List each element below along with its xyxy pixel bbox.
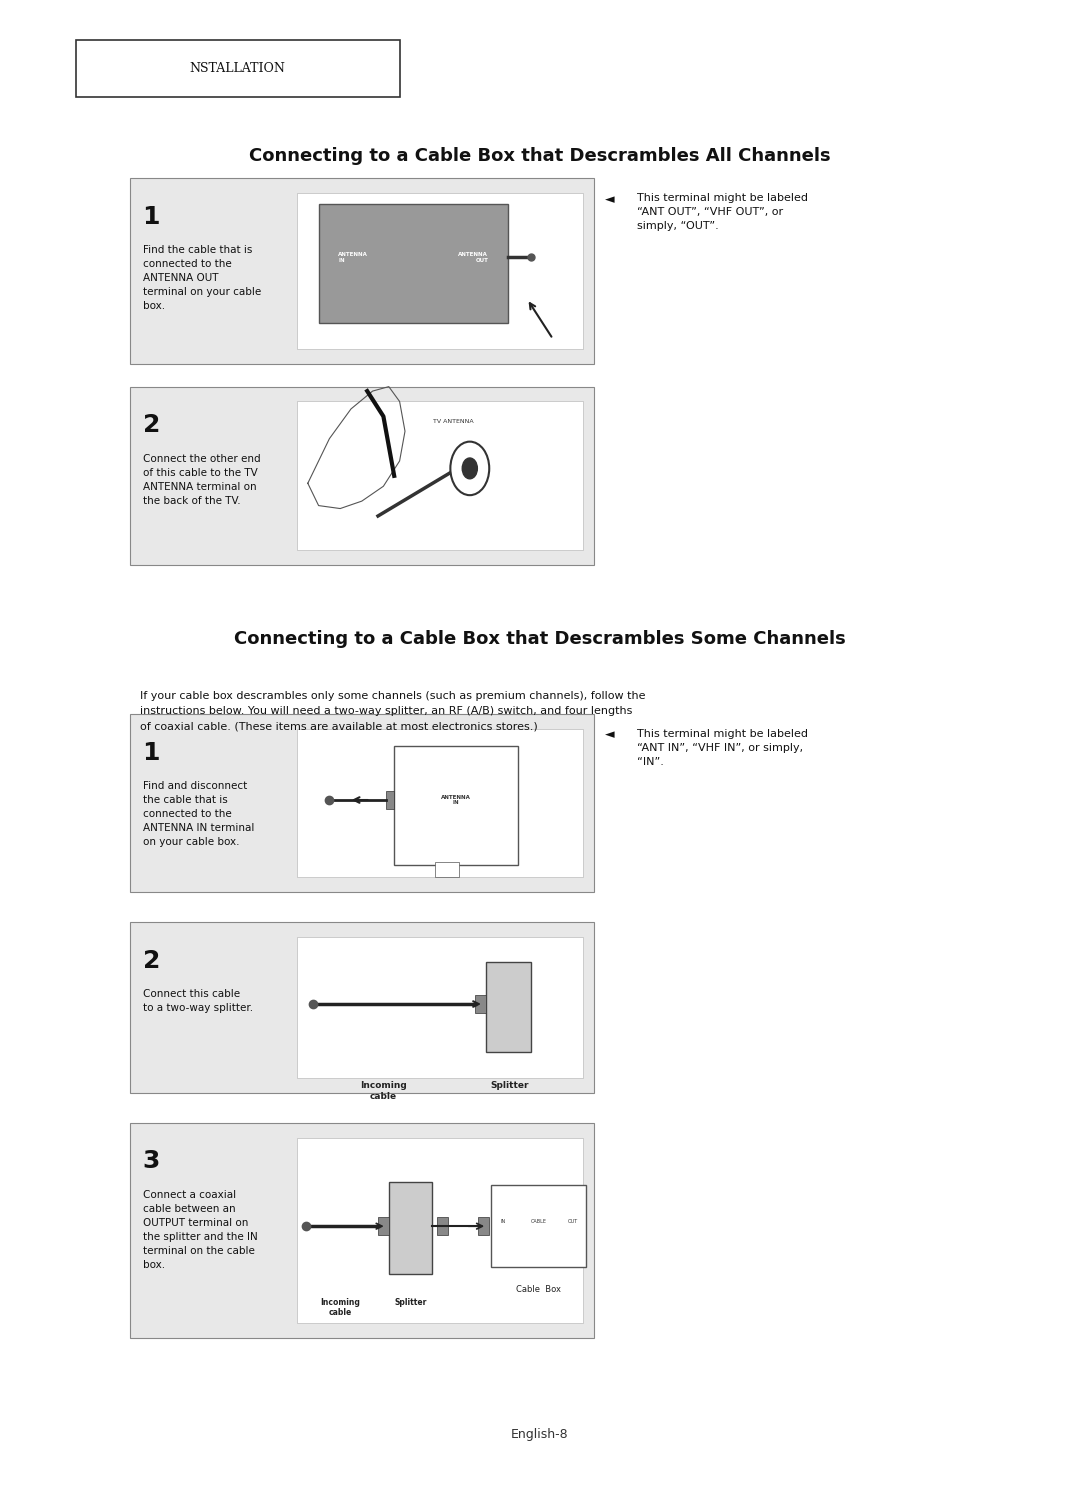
Text: English-8: English-8 — [511, 1429, 569, 1441]
Bar — [297, 193, 583, 349]
Text: 1: 1 — [143, 741, 160, 764]
Text: Connect a coaxial
cable between an
OUTPUT terminal on
the splitter and the IN
te: Connect a coaxial cable between an OUTPU… — [143, 1190, 257, 1270]
Bar — [319, 204, 508, 323]
Text: Connect this cable
to a two-way splitter.: Connect this cable to a two-way splitter… — [143, 989, 253, 1013]
Bar — [130, 387, 594, 565]
Bar — [297, 1138, 583, 1323]
Circle shape — [462, 458, 477, 479]
Bar — [76, 40, 400, 97]
Text: OUT: OUT — [568, 1219, 578, 1224]
Bar — [491, 1185, 586, 1267]
Bar — [130, 1123, 594, 1338]
Bar — [297, 937, 583, 1078]
Bar — [297, 401, 583, 550]
Text: Connect the other end
of this cable to the TV
ANTENNA terminal on
the back of th: Connect the other end of this cable to t… — [143, 454, 260, 506]
Bar — [475, 995, 486, 1013]
Bar — [130, 922, 594, 1093]
Text: This terminal might be labeled
“ANT IN”, “VHF IN”, or simply,
“IN”.: This terminal might be labeled “ANT IN”,… — [637, 729, 808, 767]
Text: Connecting to a Cable Box that Descrambles All Channels: Connecting to a Cable Box that Descrambl… — [249, 147, 831, 165]
Bar — [478, 1218, 489, 1236]
Bar — [437, 1218, 448, 1236]
Bar — [130, 178, 594, 364]
Text: 3: 3 — [143, 1149, 160, 1173]
Text: TV ANTENNA: TV ANTENNA — [433, 419, 474, 424]
Text: This terminal might be labeled
“ANT OUT”, “VHF OUT”, or
simply, “OUT”.: This terminal might be labeled “ANT OUT”… — [637, 193, 808, 232]
Text: 1: 1 — [143, 205, 160, 229]
Text: Cable  Box: Cable Box — [516, 1285, 562, 1294]
Text: Splitter: Splitter — [490, 1081, 529, 1090]
Text: Find and disconnect
the cable that is
connected to the
ANTENNA IN terminal
on yo: Find and disconnect the cable that is co… — [143, 781, 254, 846]
Text: Connecting to a Cable Box that Descrambles Some Channels: Connecting to a Cable Box that Descrambl… — [234, 630, 846, 648]
Text: ◄: ◄ — [605, 729, 615, 742]
Bar — [130, 714, 594, 892]
Bar — [378, 1218, 389, 1236]
Text: IN: IN — [500, 1219, 505, 1224]
Bar — [297, 729, 583, 877]
Text: If your cable box descrambles only some channels (such as premium channels), fol: If your cable box descrambles only some … — [140, 691, 646, 732]
Bar — [486, 962, 531, 1051]
Text: ANTENNA
OUT: ANTENNA OUT — [458, 251, 488, 263]
Circle shape — [450, 442, 489, 495]
Bar — [435, 862, 459, 877]
Text: Splitter: Splitter — [394, 1298, 427, 1307]
Bar — [394, 746, 518, 865]
Text: 2: 2 — [143, 949, 160, 972]
Text: Incoming
cable: Incoming cable — [321, 1298, 360, 1317]
Bar — [386, 791, 394, 809]
Text: ANTENNA
IN: ANTENNA IN — [338, 251, 368, 263]
Text: ANTENNA
IN: ANTENNA IN — [442, 794, 471, 806]
Text: Find the cable that is
connected to the
ANTENNA OUT
terminal on your cable
box.: Find the cable that is connected to the … — [143, 245, 260, 311]
Bar — [389, 1182, 432, 1274]
Text: NSTALLATION: NSTALLATION — [190, 62, 285, 74]
Text: CABLE: CABLE — [531, 1219, 546, 1224]
Text: ◄: ◄ — [605, 193, 615, 207]
Text: 2: 2 — [143, 413, 160, 437]
Text: Incoming
cable: Incoming cable — [360, 1081, 407, 1100]
